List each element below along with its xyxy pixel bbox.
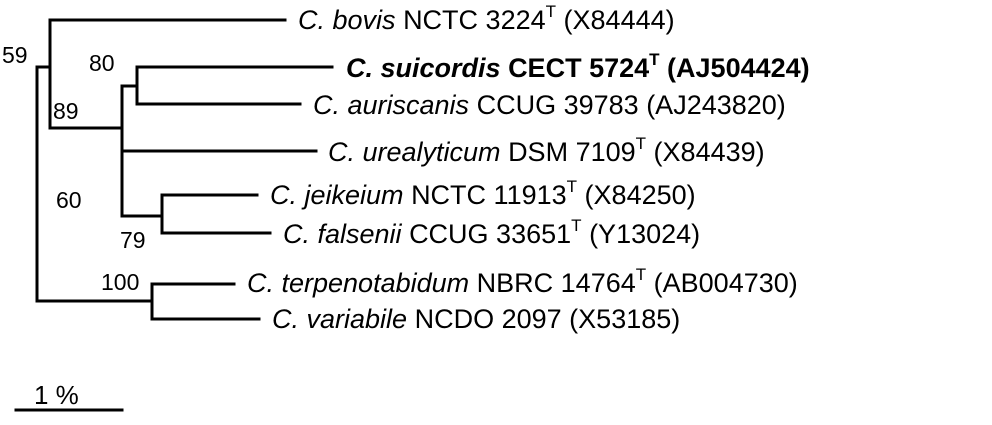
accession-number: (AB004730) <box>653 268 798 298</box>
taxon-label: C. urealyticum DSM 7109T (X84439) <box>328 134 765 167</box>
type-strain-mark: T <box>566 177 578 196</box>
species-name: C. bovis <box>298 5 396 35</box>
taxon-label: C. variabile NCDO 2097 (X53185) <box>272 304 680 334</box>
taxon-label: C. terpenotabidum NBRC 14764T (AB004730) <box>247 265 798 298</box>
strain-id: NCDO 2097 <box>414 304 562 334</box>
strain-id: CECT 5724 <box>508 53 650 83</box>
taxon-label: C. suicordis CECT 5724T (AJ504424) <box>346 50 810 83</box>
type-strain-mark: T <box>649 50 660 69</box>
accession-number: (X53185) <box>569 304 681 334</box>
type-strain-mark: T <box>635 265 647 284</box>
accession-number: (X84439) <box>653 137 765 167</box>
bootstrap-value: 59 <box>2 42 28 68</box>
species-name: C. urealyticum <box>328 137 501 167</box>
taxon-label: C. auriscanis CCUG 39783 (AJ243820) <box>313 90 786 120</box>
type-strain-mark: T <box>571 216 582 235</box>
type-strain-mark: T <box>545 2 557 21</box>
taxon-label: C. falsenii CCUG 33651T (Y13024) <box>283 216 701 249</box>
taxon-label: C. bovis NCTC 3224T (X84444) <box>298 2 675 35</box>
taxon-label: C. jeikeium NCTC 11913T (X84250) <box>270 177 696 210</box>
bootstrap-value: 89 <box>53 98 79 124</box>
bootstrap-value: 79 <box>120 227 146 253</box>
strain-id: CCUG 33651 <box>409 219 572 249</box>
accession-number: (AJ504424) <box>667 53 810 83</box>
accession-number: (AJ243820) <box>646 90 786 120</box>
bootstrap-value: 80 <box>89 50 115 76</box>
strain-id: CCUG 39783 <box>476 90 639 120</box>
accession-number: (X84250) <box>584 180 696 210</box>
scale-bar-label: 1 % <box>34 380 79 410</box>
accession-number: (Y13024) <box>589 219 701 249</box>
accession-number: (X84444) <box>563 5 675 35</box>
strain-id: DSM 7109 <box>508 137 636 167</box>
species-name: C. suicordis <box>346 53 501 83</box>
species-name: C. variabile <box>272 304 408 334</box>
species-name: C. terpenotabidum <box>247 268 470 298</box>
species-name: C. falsenii <box>283 219 402 249</box>
strain-id: NCTC 11913 <box>411 180 567 210</box>
type-strain-mark: T <box>635 134 647 153</box>
bootstrap-value: 60 <box>56 187 82 213</box>
strain-id: NCTC 3224 <box>403 5 546 35</box>
species-name: C. jeikeium <box>270 180 404 210</box>
species-name: C. auriscanis <box>313 90 470 120</box>
bootstrap-value: 100 <box>101 269 140 295</box>
strain-id: NBRC 14764 <box>476 268 636 298</box>
